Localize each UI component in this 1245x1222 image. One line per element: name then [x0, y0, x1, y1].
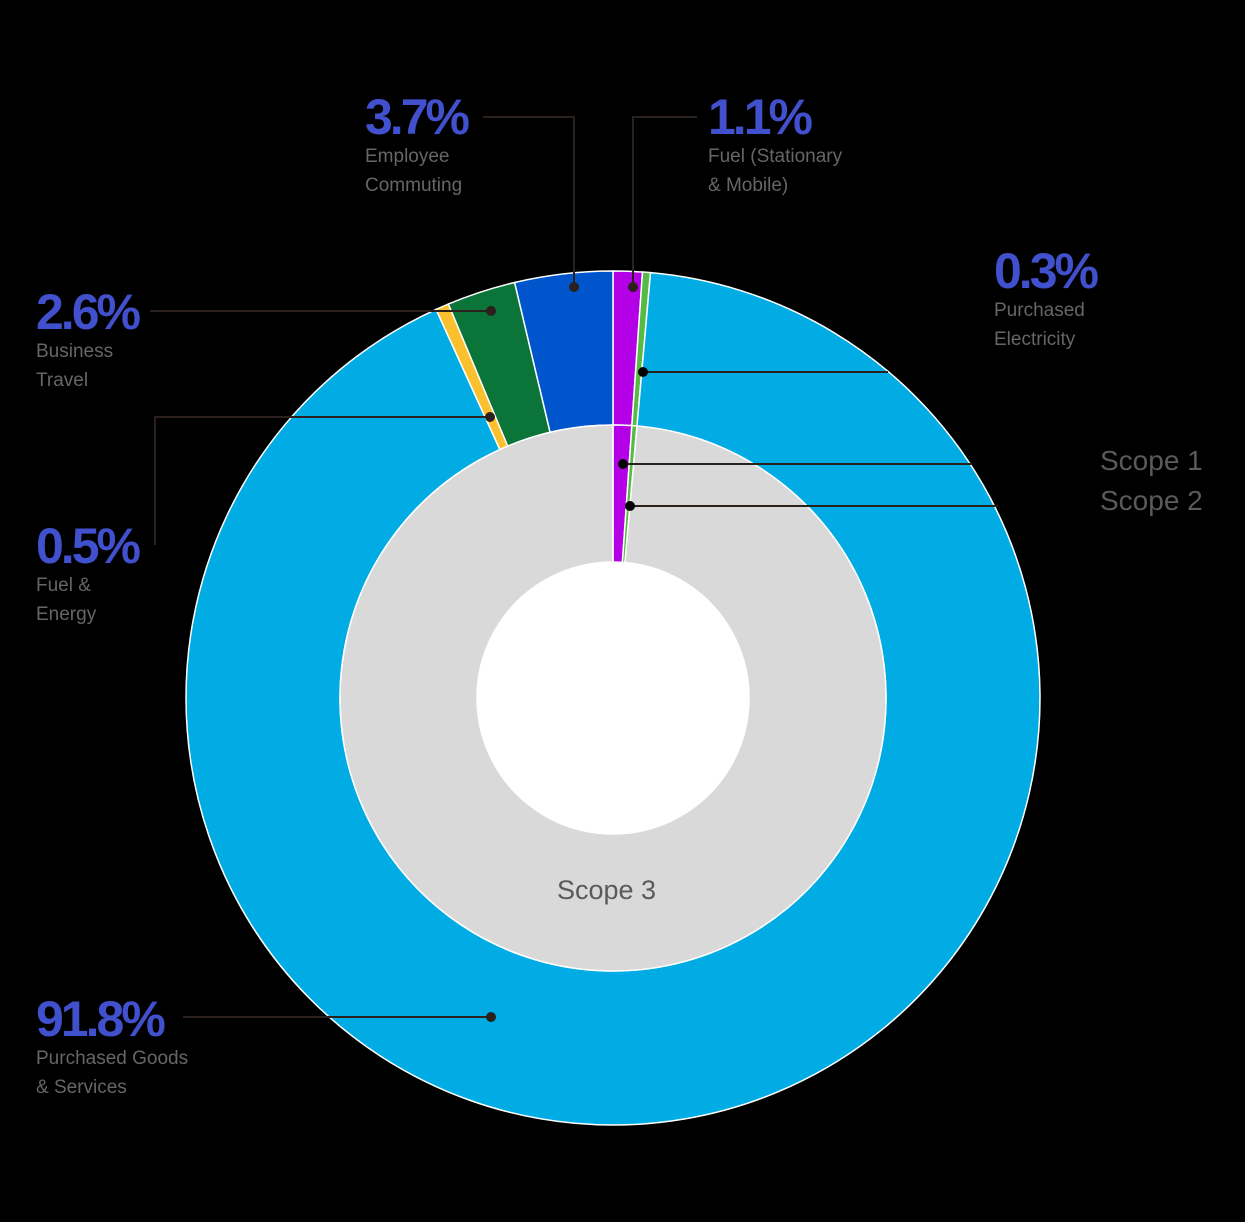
pct-purchased-goods: 91.8%: [36, 991, 166, 1047]
label-employee-commuting: 3.7% Employee Commuting: [365, 89, 470, 200]
leader-lines: [150, 116, 998, 1018]
scope2-label: Scope 2: [1100, 485, 1203, 516]
desc-purchased-electricity: Purchased Electricity: [994, 300, 1085, 350]
label-business-travel: 2.6% Business Travel: [36, 284, 141, 395]
inner-ring: [339, 424, 887, 972]
pct-fuel-energy: 0.5%: [36, 518, 141, 574]
label-fuel-energy: 0.5% Fuel & Energy: [36, 518, 141, 629]
pct-fuel-stationary: 1.1%: [708, 89, 813, 145]
label-fuel-stationary: 1.1% Fuel (Stationary & Mobile): [708, 92, 842, 200]
desc-fuel-stationary: Fuel (Stationary & Mobile): [708, 146, 843, 196]
scope1-label: Scope 1: [1100, 445, 1203, 476]
scope3-label: Scope 3: [557, 875, 657, 905]
desc-business-travel: Business Travel: [36, 341, 114, 391]
desc-employee-commuting: Employee Commuting: [365, 146, 463, 196]
pct-business-travel: 2.6%: [36, 284, 141, 340]
label-purchased-goods: 91.8% Purchased Goods & Services: [36, 994, 188, 1102]
pct-purchased-electricity: 0.3%: [994, 243, 1099, 299]
pct-employee-commuting: 3.7%: [365, 89, 470, 145]
desc-fuel-energy: Fuel & Energy: [36, 575, 97, 625]
leader-dots: [485, 282, 648, 1022]
leader-employee-commuting: [483, 116, 575, 287]
desc-purchased-goods: Purchased Goods & Services: [36, 1048, 189, 1098]
leader-fuel-energy: [154, 416, 490, 545]
center-hole: [477, 562, 749, 834]
leader-fuel-stationary: [632, 116, 697, 287]
label-purchased-electricity: 0.3% Purchased Electricity: [994, 243, 1099, 354]
outer-ring: [185, 270, 1041, 1126]
